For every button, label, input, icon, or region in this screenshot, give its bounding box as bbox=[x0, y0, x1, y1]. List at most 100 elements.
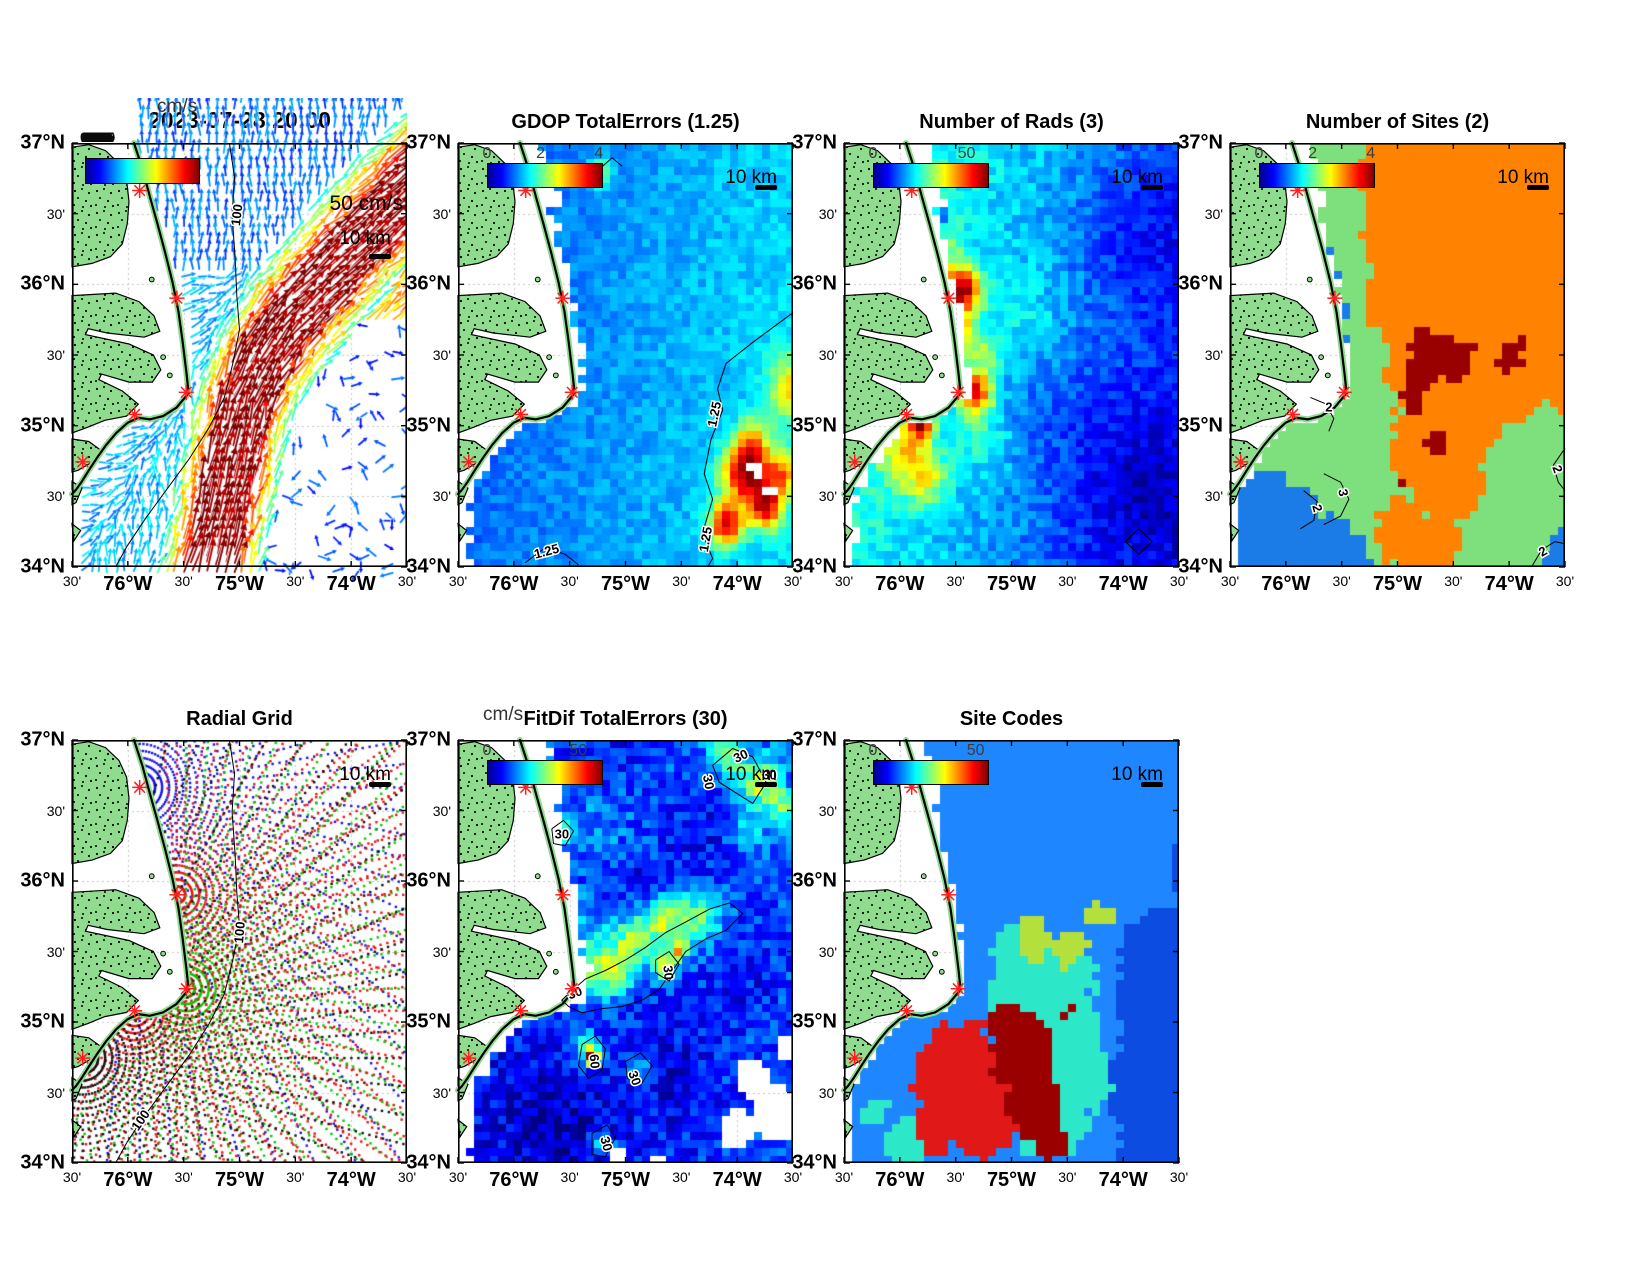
colorbar-currents bbox=[85, 158, 200, 184]
y-axis-tick-label: 34°N bbox=[20, 555, 65, 578]
y-axis-tick-label: 36°N bbox=[20, 869, 65, 892]
y-axis-tick-label: 30' bbox=[46, 488, 65, 505]
radar-site-marker bbox=[847, 1050, 863, 1066]
x-axis-tick-label: 30' bbox=[560, 573, 579, 589]
scalebar-label: 10 km bbox=[725, 764, 777, 785]
x-axis-tick-label: 30' bbox=[1058, 573, 1077, 589]
x-axis-tick-label: 30' bbox=[783, 1169, 803, 1185]
y-axis-tick-label: 34°N bbox=[1178, 555, 1223, 578]
y-axis-tick-label: 30' bbox=[432, 802, 451, 819]
map-panel-gdop: GDOP TotalErrors (1.25) 1.25 1.25 1.25 0 2 4… bbox=[406, 111, 802, 595]
radar-site-marker bbox=[169, 290, 185, 306]
y-axis-tick-label: 34°N bbox=[20, 1151, 65, 1174]
x-axis-tick-label: 30' bbox=[834, 1169, 854, 1185]
x-axis-tick-label: 30' bbox=[834, 573, 854, 589]
radar-site-marker bbox=[847, 454, 863, 470]
contour-label: 30 bbox=[625, 1069, 644, 1088]
x-axis-tick-label: 76°W bbox=[875, 573, 925, 595]
colorbar-gradient bbox=[873, 163, 989, 188]
x-axis-tick-label: 30' bbox=[174, 573, 193, 589]
y-axis-tick-label: 35°N bbox=[406, 414, 451, 437]
x-axis-tick-label: 74°W bbox=[326, 1169, 376, 1191]
colorbar-numrads: 0 50 bbox=[869, 145, 989, 188]
unit-label: cm/s bbox=[483, 704, 524, 725]
x-axis-tick-label: 30' bbox=[1169, 1169, 1189, 1185]
y-axis-tick-label: 36°N bbox=[792, 869, 837, 892]
y-axis-tick-label: 37°N bbox=[406, 728, 451, 751]
radar-site-marker bbox=[513, 1003, 529, 1019]
x-axis-tick-label: 74°W bbox=[1484, 573, 1534, 595]
radar-site-marker bbox=[75, 454, 91, 470]
contour-label: 60 bbox=[587, 1054, 603, 1070]
panel-title: Number of Sites (2) bbox=[1305, 111, 1490, 133]
colorbar-sitecodes: 0 50 bbox=[869, 742, 989, 785]
x-axis-tick-label: 30' bbox=[1220, 573, 1240, 589]
radar-site-marker bbox=[132, 182, 148, 198]
colorbar-tick-label: 0 bbox=[868, 145, 878, 162]
colorbar-tick-label: 0 bbox=[482, 742, 492, 759]
colorbar-tick-label: 2 bbox=[1308, 145, 1318, 162]
scalebar-bar bbox=[1527, 185, 1550, 190]
radar-site-marker bbox=[513, 406, 529, 422]
colorbar-fitdif: 0 50 bbox=[483, 742, 603, 785]
contour-label: 30 bbox=[700, 774, 717, 791]
y-axis-tick-label: 30' bbox=[46, 347, 65, 363]
y-axis-tick-label: 30' bbox=[818, 1084, 837, 1101]
y-axis-tick-label: 37°N bbox=[792, 131, 837, 154]
contour-label: 2 bbox=[1325, 399, 1332, 414]
y-axis-tick-label: 35°N bbox=[792, 1010, 837, 1033]
radar-site-marker bbox=[555, 887, 571, 903]
radar-site-marker bbox=[899, 406, 915, 422]
x-axis-tick-label: 75°W bbox=[214, 573, 265, 595]
y-axis-tick-label: 34°N bbox=[406, 555, 451, 578]
x-axis-tick-label: 76°W bbox=[103, 1169, 153, 1191]
panel-title: FitDif TotalErrors (30) bbox=[523, 708, 728, 730]
x-axis-tick-label: 30' bbox=[672, 1169, 691, 1185]
x-axis-tick-label: 74°W bbox=[712, 1169, 762, 1191]
y-axis-tick-label: 34°N bbox=[792, 1151, 837, 1174]
radar-site-marker bbox=[132, 779, 148, 795]
map-panel-fitdif: FitDif TotalErrors (30) 30 30 30 30 30 30 60 30… bbox=[406, 704, 802, 1191]
contour-label: 30 bbox=[597, 1135, 615, 1153]
y-axis-tick-label: 30' bbox=[432, 347, 451, 363]
contour-label: 30 bbox=[762, 767, 776, 782]
scalebar-label: 10 km bbox=[1497, 167, 1549, 188]
x-axis-tick-label: 30' bbox=[286, 573, 305, 589]
y-axis-tick-label: 30' bbox=[818, 488, 837, 505]
map-panel-numrads: Number of Rads (3) 0 50 10 km 37°N 30' 36°N 30… bbox=[792, 111, 1188, 595]
y-axis-tick-label: 30' bbox=[1204, 205, 1223, 222]
x-axis-tick-label: 75°W bbox=[214, 1169, 265, 1191]
x-axis-tick-label: 30' bbox=[397, 1169, 417, 1185]
map-panel-radialgrid: Radial Grid 100 100 10 km 37°N 30' 36°N 30' 35… bbox=[20, 708, 416, 1191]
x-axis-tick-label: 76°W bbox=[489, 573, 539, 595]
colorbar-numsites: 0 2 4 bbox=[1255, 145, 1375, 188]
y-axis-tick-label: 30' bbox=[46, 943, 65, 960]
radar-site-marker bbox=[169, 887, 185, 903]
y-axis-tick-label: 30' bbox=[1204, 488, 1223, 505]
x-axis-tick-label: 75°W bbox=[600, 1169, 651, 1191]
colorbar-garbled-ticks: 0102030405060708090100110120130140150 bbox=[80, 129, 115, 145]
map-overlay bbox=[841, 140, 1180, 568]
y-axis-tick-label: 36°N bbox=[406, 869, 451, 892]
scalebar-label: 10 km bbox=[1111, 764, 1163, 785]
colorbar-gradient bbox=[873, 760, 989, 785]
y-axis-tick-label: 36°N bbox=[406, 272, 451, 295]
colorbar-gradient bbox=[487, 760, 603, 785]
scalebar-bar bbox=[369, 782, 392, 787]
colorbar-tick-label: 0 bbox=[482, 145, 492, 162]
x-axis-tick-label: 30' bbox=[286, 1169, 305, 1185]
scalebar-label: 10 km bbox=[339, 228, 391, 249]
y-axis-tick-label: 30' bbox=[818, 205, 837, 222]
y-axis-tick-label: 35°N bbox=[1178, 414, 1223, 437]
x-axis-tick-label: 30' bbox=[397, 573, 417, 589]
contour-label: 100 bbox=[228, 203, 246, 226]
x-axis-tick-label: 75°W bbox=[986, 573, 1037, 595]
radar-site-marker bbox=[564, 384, 580, 400]
colorbar-gradient bbox=[487, 163, 603, 188]
x-axis-tick-label: 30' bbox=[1058, 1169, 1077, 1185]
y-axis-tick-label: 37°N bbox=[20, 131, 65, 154]
map-panel-currents: 2023-07-28 20:00 100 0102030405060708090… bbox=[20, 96, 416, 595]
scalebar-label: 10 km bbox=[1111, 167, 1163, 188]
